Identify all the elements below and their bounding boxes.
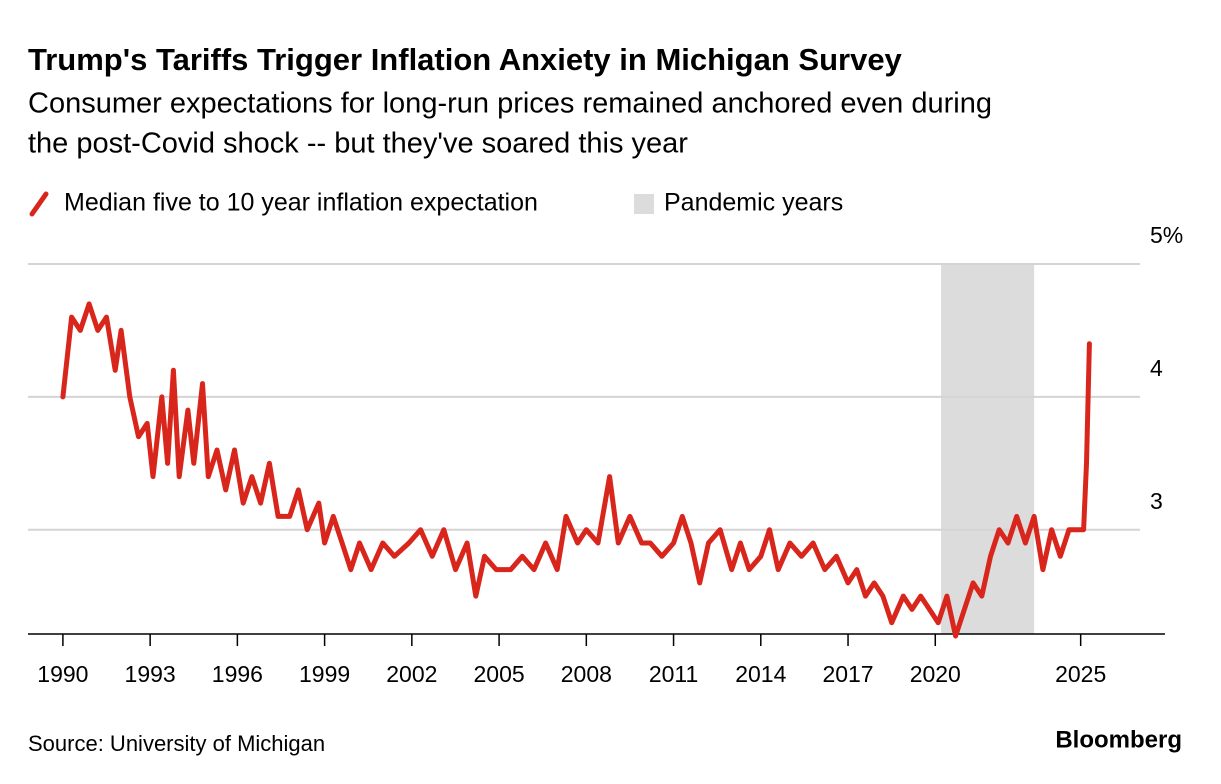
- source: Source: University of Michigan: [28, 731, 325, 756]
- brand: Bloomberg: [1055, 726, 1182, 753]
- x-tick-label: 2008: [561, 661, 612, 687]
- x-tick-label: 2011: [649, 661, 698, 687]
- x-tick-label: 1999: [299, 661, 350, 687]
- x-tick-label: 2025: [1055, 661, 1106, 687]
- y-tick-label: 3: [1150, 488, 1163, 514]
- series-line: [60, 301, 1092, 639]
- chart-title: Trump's Tariffs Trigger Inflation Anxiet…: [28, 42, 903, 77]
- x-tick-label: 1996: [212, 661, 263, 687]
- legend-label: Pandemic years: [664, 189, 843, 217]
- x-tick-label: 2017: [822, 661, 873, 687]
- chart-subtitle: the post-Covid shock -- but they've soar…: [28, 128, 688, 160]
- y-tick-label: 4: [1150, 355, 1163, 381]
- x-tick-label: 1993: [125, 661, 176, 687]
- legend-swatch: [29, 191, 49, 217]
- x-tick-label: 2002: [386, 661, 437, 687]
- x-tick-label: 2014: [735, 661, 786, 687]
- x-tick-label: 2005: [473, 661, 524, 687]
- legend-swatch: [634, 194, 654, 214]
- x-tick-label: 1990: [37, 661, 88, 687]
- y-tick-label: 5%: [1150, 222, 1183, 248]
- legend-label: Median five to 10 year inflation expecta…: [64, 189, 538, 217]
- chart-subtitle: Consumer expectations for long-run price…: [28, 88, 992, 120]
- x-tick-label: 2020: [910, 661, 961, 687]
